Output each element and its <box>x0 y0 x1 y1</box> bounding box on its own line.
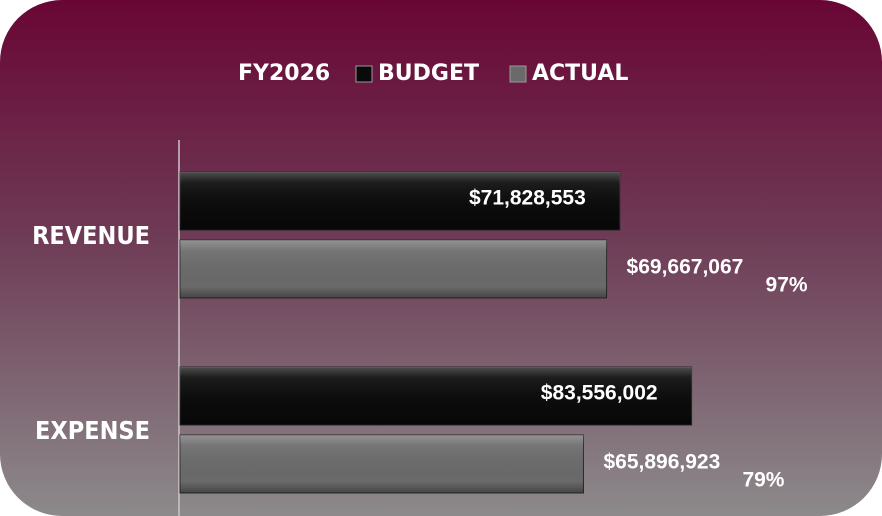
ratio-label: 97% <box>766 274 808 297</box>
value-label: $71,828,553 <box>469 187 586 210</box>
bar-shine <box>180 240 607 298</box>
value-label: $65,896,923 <box>603 451 720 474</box>
legend-label: ACTUAL <box>532 61 628 86</box>
legend-swatch <box>355 65 373 83</box>
bar-shine <box>180 367 692 425</box>
bar-shine <box>180 435 584 493</box>
ratio-label: 79% <box>742 469 784 492</box>
category-label: REVENUE <box>32 221 150 250</box>
chart-title: FY2026 <box>238 61 330 86</box>
value-label: $69,667,067 <box>627 256 744 279</box>
bar-shine <box>180 172 620 230</box>
legend-label: BUDGET <box>378 61 479 86</box>
value-label: $83,556,002 <box>541 382 658 405</box>
legend-swatch <box>509 65 527 83</box>
category-label: EXPENSE <box>35 416 150 445</box>
